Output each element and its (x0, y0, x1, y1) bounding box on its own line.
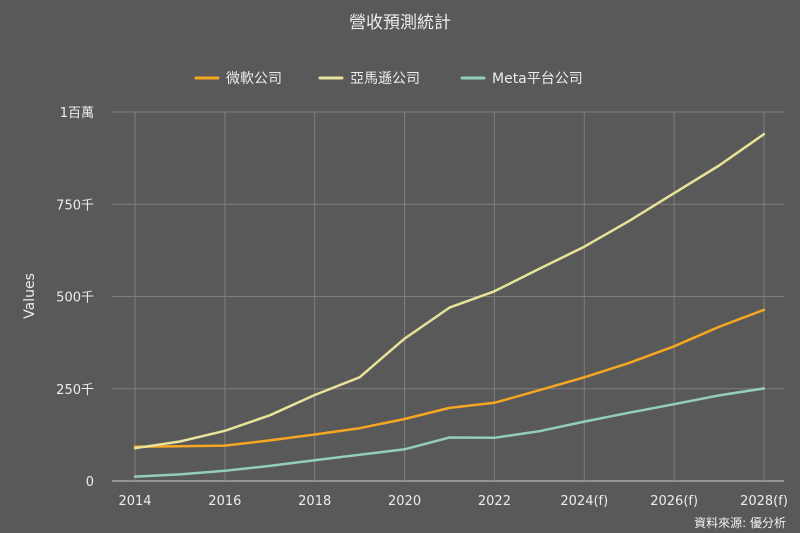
x-axis-ticks: 2014 2016 2018 2020 2022 2024(f) 2026(f) 2028(f… (118, 494, 787, 509)
series-lines (133, 132, 766, 478)
x-tick-label: 2016 (208, 494, 241, 509)
legend-label-1[interactable]: 亞馬遜公司 (350, 71, 420, 87)
y-axis-label: Values (22, 273, 38, 319)
x-tick-label: 2014 (118, 494, 151, 509)
y-axis-ticks: 0 250千 500千 750千 1百萬 (56, 106, 94, 490)
series-line-1 (133, 132, 766, 450)
legend: 微軟公司 亞馬遜公司 Meta平台公司 (194, 71, 583, 87)
y-tick-label: 0 (86, 475, 94, 490)
x-tick-label: 2018 (298, 494, 331, 509)
x-tick-label: 2022 (478, 494, 511, 509)
y-tick-label: 500千 (56, 291, 94, 306)
x-tick-label: 2020 (388, 494, 421, 509)
series-line-0 (133, 308, 766, 448)
legend-label-2[interactable]: Meta平台公司 (492, 71, 583, 87)
source-note: 資料來源: 優分析 (694, 516, 786, 530)
legend-label-0[interactable]: 微軟公司 (226, 71, 282, 87)
x-tick-label: 2028(f) (740, 494, 788, 509)
gridlines (112, 111, 784, 482)
y-tick-label: 1百萬 (60, 106, 94, 121)
series-line-2 (133, 387, 766, 478)
chart-title: 營收預測統計 (349, 13, 451, 33)
y-tick-label: 750千 (56, 198, 94, 213)
x-tick-label: 2024(f) (560, 494, 608, 509)
y-tick-label: 250千 (56, 383, 94, 398)
x-tick-label: 2026(f) (650, 494, 698, 509)
